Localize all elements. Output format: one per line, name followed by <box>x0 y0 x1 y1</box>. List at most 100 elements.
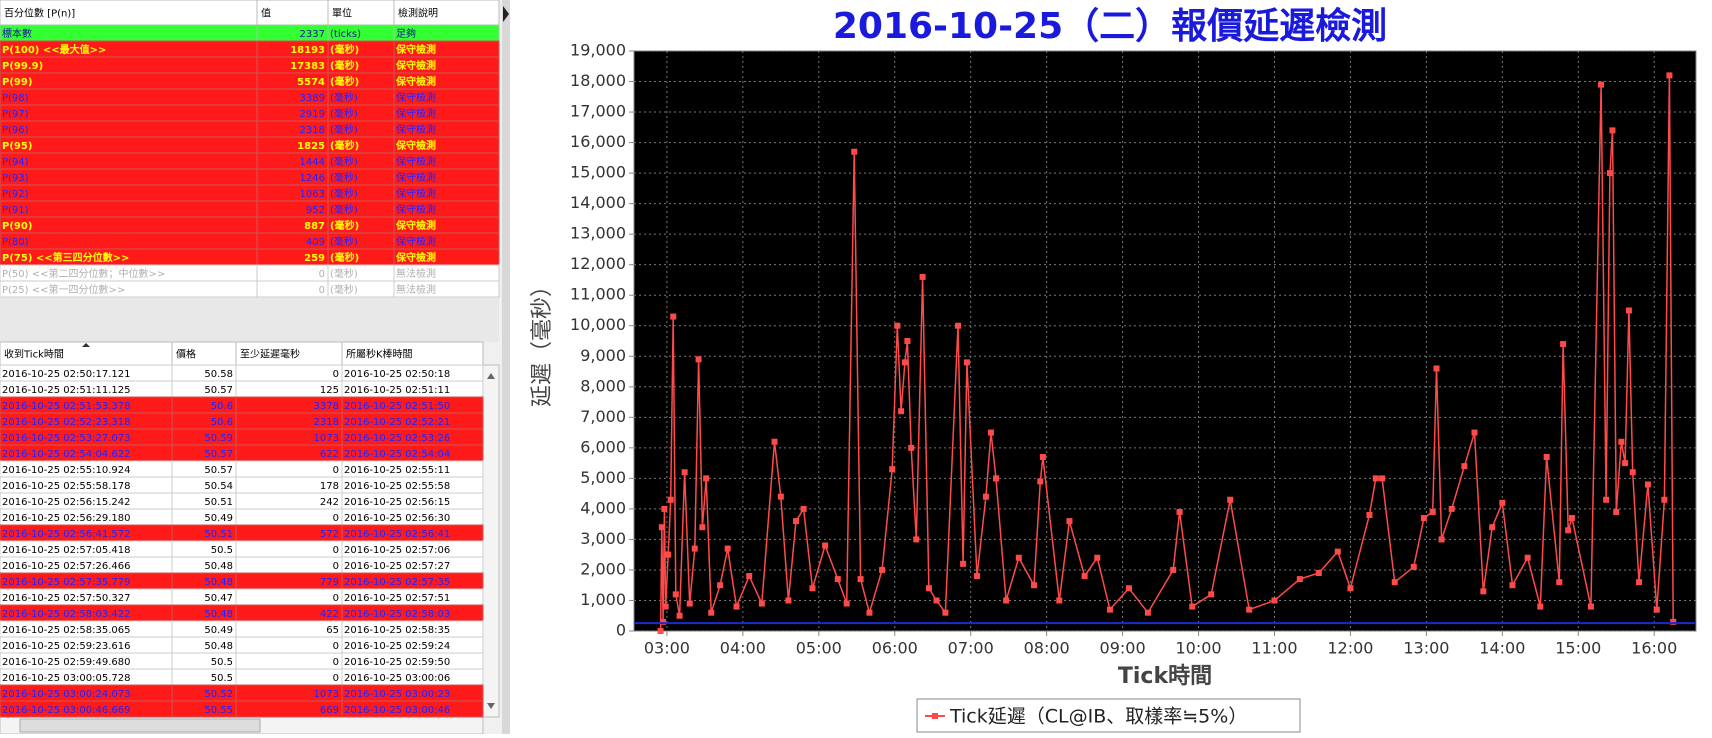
column-header[interactable] <box>393 0 500 26</box>
point-marker <box>658 524 665 531</box>
scroll-up[interactable] <box>487 373 495 379</box>
column-header-text[interactable]: 檢測說明 <box>398 7 438 20</box>
point-marker <box>1372 475 1379 482</box>
column-header[interactable] <box>327 0 395 26</box>
table-row <box>0 605 483 621</box>
cell-text: (毫秒) <box>330 267 358 280</box>
column-header-text[interactable]: 價格 <box>176 348 196 361</box>
cell-text: 保守檢測 <box>396 187 436 200</box>
cell-text: P(90) <box>2 221 32 232</box>
point-marker <box>1030 582 1037 589</box>
point-marker <box>667 496 674 503</box>
cell-text: 2016-10-25 02:56:15.242 <box>2 497 130 508</box>
cell-text: 0 <box>319 285 325 296</box>
cell-text: 259 <box>304 253 325 264</box>
x-tick-label: 05:00 <box>796 639 842 658</box>
x-tick-label: 06:00 <box>872 639 918 658</box>
cell-text: 2016-10-25 02:59:50 <box>344 657 450 668</box>
cell-text: 2016-10-25 02:58:35 <box>344 625 450 636</box>
point-marker <box>660 618 667 625</box>
cell-text: 50.57 <box>204 465 233 476</box>
point-marker <box>1636 579 1643 586</box>
y-tick-label: 11,000 <box>570 285 626 304</box>
point-marker <box>925 585 932 592</box>
x-tick-label: 11:00 <box>1251 639 1297 658</box>
table-row <box>0 669 483 685</box>
cell-text: 2016-10-25 02:58:35.065 <box>2 625 130 636</box>
column-header-text[interactable]: 單位 <box>332 7 352 20</box>
point-marker <box>699 524 706 531</box>
v-scrollbar[interactable] <box>482 364 500 718</box>
y-tick-label: 10,000 <box>570 315 626 334</box>
cell-text: 422 <box>320 609 339 620</box>
cell-text: P(75) <<第三四分位數>> <box>2 251 129 264</box>
table-row <box>0 477 483 493</box>
point-marker <box>1509 582 1516 589</box>
point-marker <box>987 429 994 436</box>
point-marker <box>1296 576 1303 583</box>
cell-text: 2016-10-25 03:00:05.728 <box>2 673 130 684</box>
scroll-down[interactable] <box>487 703 495 709</box>
cell-text: (毫秒) <box>330 251 359 264</box>
cell-text: 50.6 <box>211 417 233 428</box>
cell-text: 50.49 <box>204 513 233 524</box>
cell-text: 2016-10-25 02:56:41.572 <box>2 529 130 540</box>
column-header-text[interactable]: 所屬秒K棒時間 <box>346 348 413 361</box>
point-marker <box>1543 454 1550 460</box>
column-header-text[interactable]: 收到Tick時間 <box>4 348 64 361</box>
cell-text: 0 <box>333 545 339 556</box>
cell-text: 2016-10-25 02:52:21 <box>344 417 450 428</box>
chart-title: 2016-10-25（二）報價延遲檢測 <box>833 5 1387 47</box>
cell-text: (毫秒) <box>330 123 358 136</box>
cell-text: P(96) <box>2 125 29 136</box>
empty-area <box>0 298 499 342</box>
cell-text: 標本數 <box>2 27 32 40</box>
cell-text: 保守檢測 <box>396 155 436 168</box>
cell-text: 保守檢測 <box>395 75 436 88</box>
cell-text: 5574 <box>297 77 325 88</box>
x-tick-label: 04:00 <box>720 639 766 658</box>
table-row <box>0 413 483 429</box>
cell-text: 2016-10-25 02:51:53.378 <box>2 401 130 412</box>
column-header-text[interactable]: 百分位數 [P(n)] <box>4 7 75 20</box>
h-scroll-thumb[interactable] <box>19 718 261 733</box>
cell-text: P(95) <box>2 141 32 152</box>
cell-text: P(50) <<第二四分位數；中位數>> <box>2 267 165 280</box>
cell-text: 1063 <box>300 189 325 200</box>
cell-text: 50.5 <box>211 545 233 556</box>
cell-text: P(92) <box>2 189 29 200</box>
point-marker <box>665 551 672 558</box>
y-tick-label: 16,000 <box>570 132 626 151</box>
cell-text: 2016-10-25 02:56:15 <box>344 497 450 508</box>
splitter-arrow[interactable] <box>503 6 509 22</box>
sort-indicator <box>82 343 90 347</box>
cell-text: 2016-10-25 02:59:24 <box>344 641 450 652</box>
cell-text: 669 <box>320 705 339 716</box>
table-row <box>0 429 483 445</box>
column-header-text[interactable]: 至少延遲毫秒 <box>240 348 300 361</box>
point-marker <box>1429 508 1436 515</box>
point-marker <box>1606 170 1613 177</box>
point-marker <box>681 469 688 476</box>
cell-text: 18193 <box>290 45 325 56</box>
y-tick-label: 4,000 <box>580 498 626 517</box>
point-marker <box>1644 481 1651 488</box>
cell-text: 50.5 <box>211 673 233 684</box>
cell-text: 779 <box>320 577 339 588</box>
table-row <box>0 201 499 217</box>
y-tick-label: 3,000 <box>580 529 626 548</box>
table-row <box>0 137 499 153</box>
splitter[interactable] <box>502 0 510 734</box>
table-row <box>0 541 483 557</box>
cell-text: 0 <box>333 593 339 604</box>
cell-text: 2016-10-25 02:59:49.680 <box>2 657 130 668</box>
column-header-text[interactable]: 值 <box>261 7 271 20</box>
legend <box>916 698 1301 733</box>
cell-text: 65 <box>326 625 339 636</box>
cell-text: (毫秒) <box>330 219 359 232</box>
cell-text: (毫秒) <box>330 91 358 104</box>
point-marker <box>879 566 886 573</box>
cell-text: 2016-10-25 02:54:04.622 <box>2 449 130 460</box>
cell-text: (毫秒) <box>330 235 358 248</box>
